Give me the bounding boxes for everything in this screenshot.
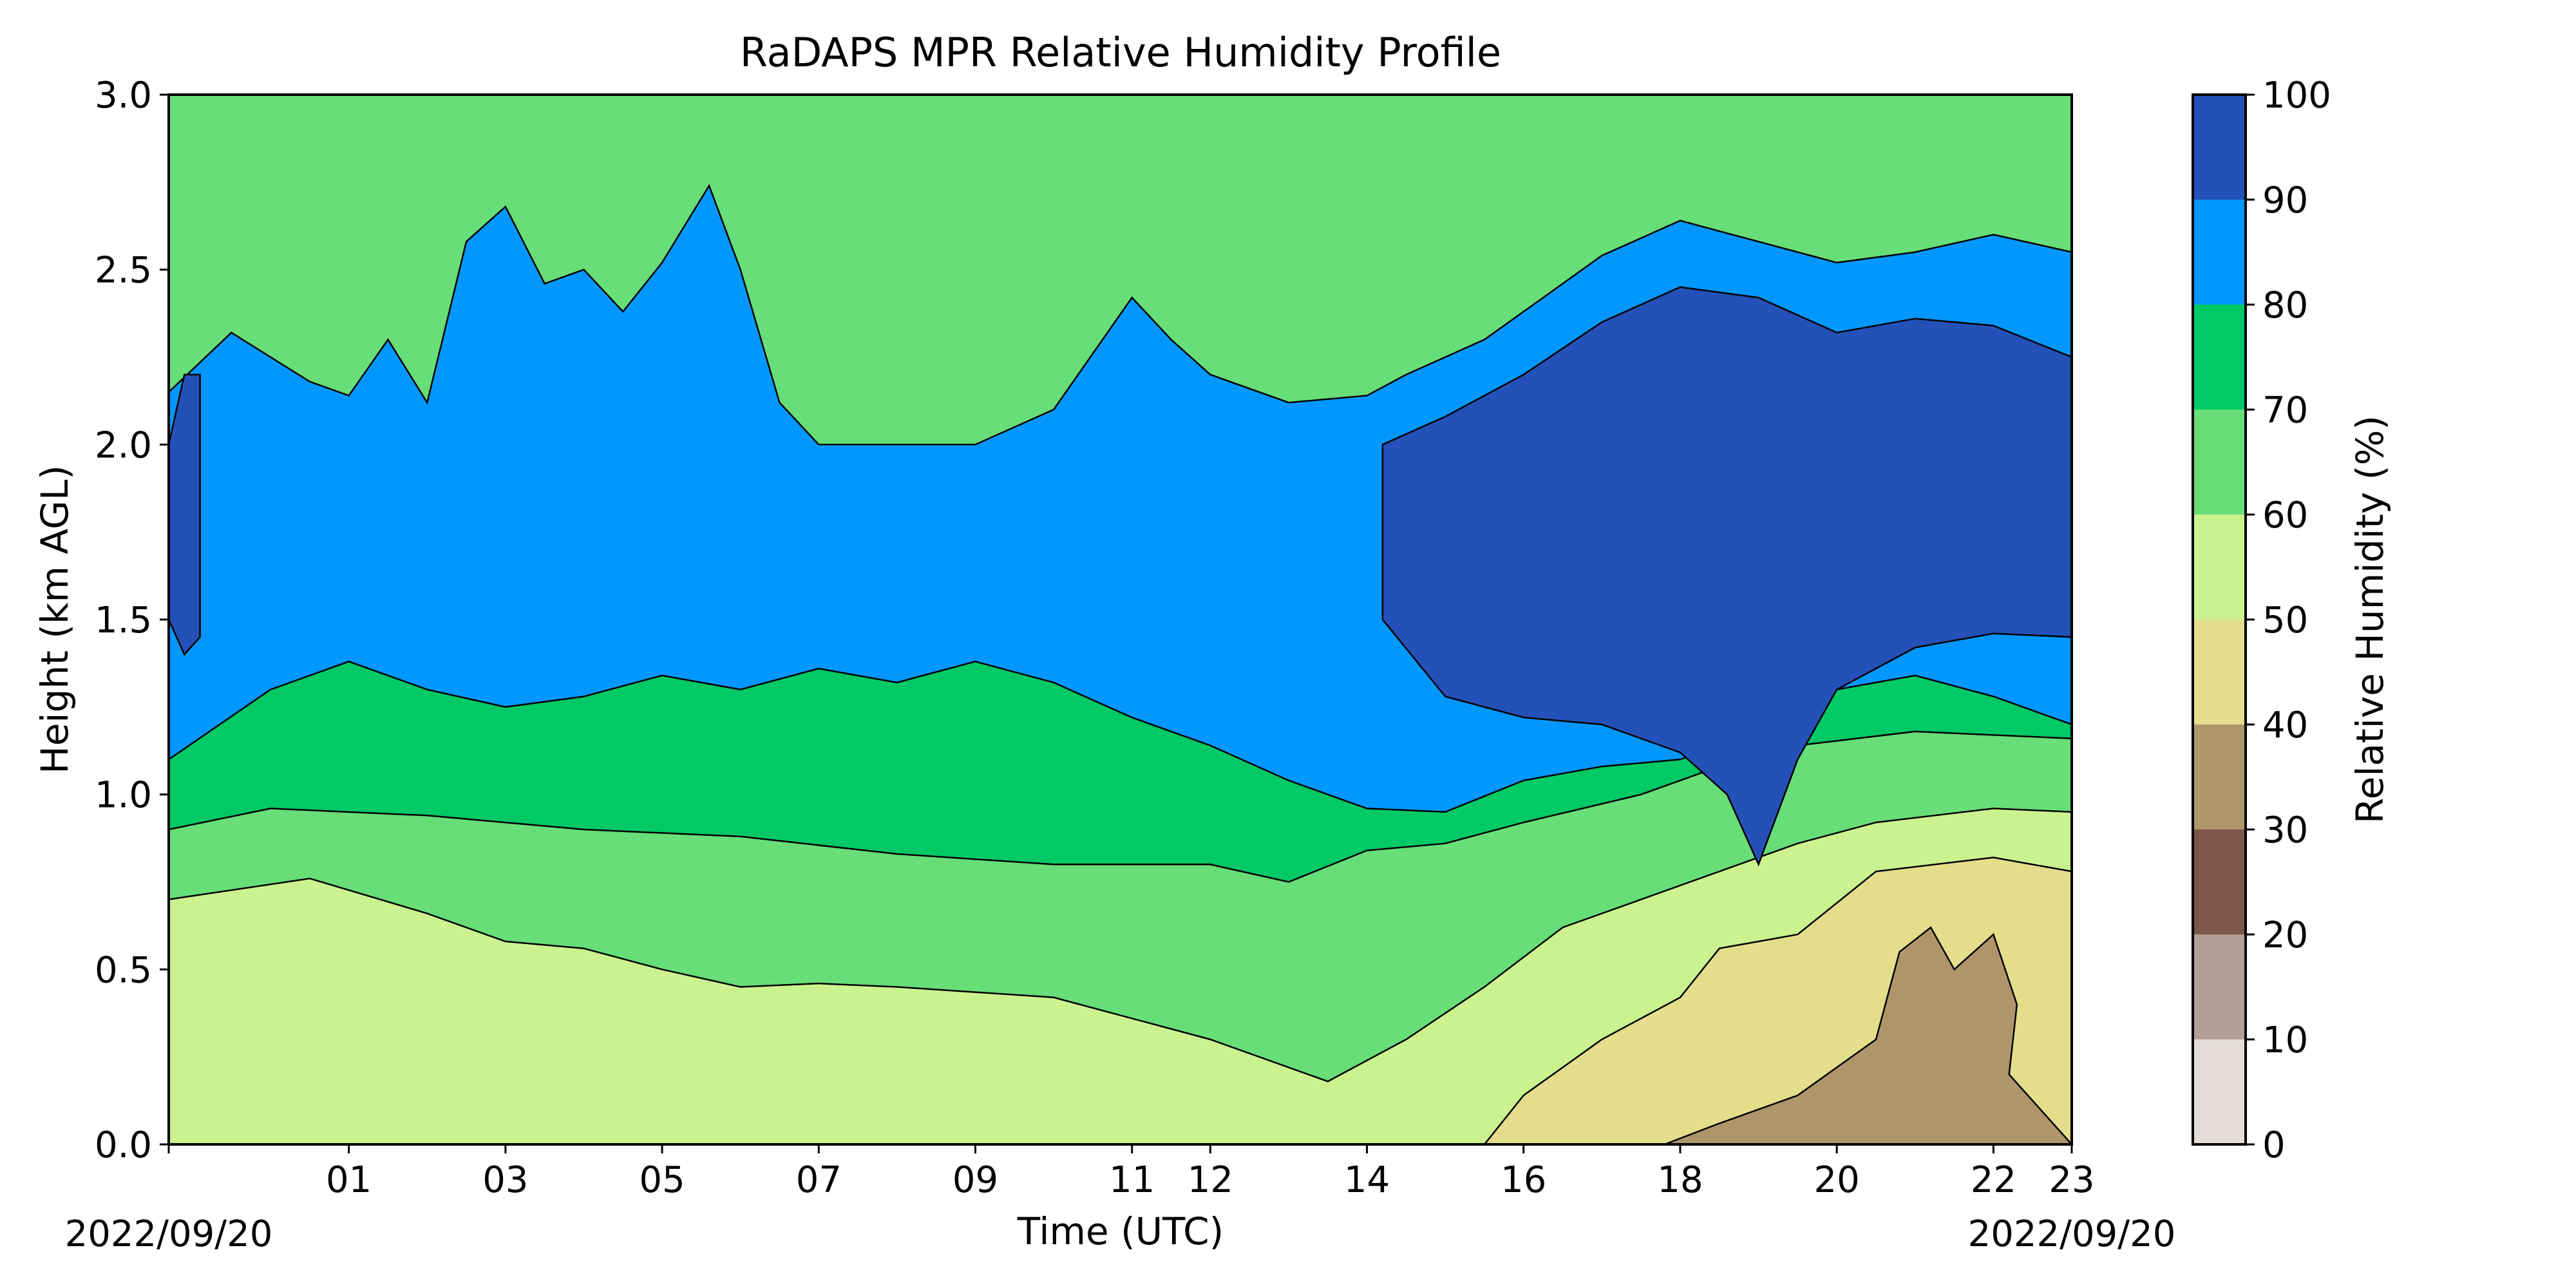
contour-bands: [169, 184, 2072, 1144]
x-tick-label: 14: [1344, 1159, 1390, 1201]
colorbar-tick-label: 30: [2262, 810, 2308, 851]
colorbar-tick-label: 40: [2262, 705, 2308, 746]
y-tick-label: 2.5: [95, 250, 152, 292]
x-tick-label: 05: [639, 1159, 685, 1201]
x-tick-label: 22: [1971, 1159, 2016, 1201]
colorbar-tick-label: 0: [2262, 1124, 2286, 1166]
contour-plot-area: [169, 95, 2072, 1144]
x-tick-label: 20: [1814, 1159, 1860, 1201]
colorbar-segment: [2193, 305, 2246, 410]
y-tick-label: 0.0: [95, 1124, 152, 1166]
colorbar-tick-label: 50: [2262, 600, 2308, 641]
colorbar-tick-label: 20: [2262, 914, 2308, 956]
colorbar-segment: [2193, 829, 2246, 934]
x-tick-label: 16: [1501, 1159, 1546, 1201]
contour-patch-100: [1381, 286, 2072, 867]
date-right: 2022/09/20: [1968, 1213, 2176, 1255]
colorbar-tick-label: 100: [2262, 75, 2331, 117]
y-axis-ticks: 0.0 0.5 1.0 1.5 2.0 2.5 3.0: [95, 75, 169, 1166]
x-tick-label: 23: [2049, 1159, 2094, 1201]
x-tick-label: 11: [1109, 1159, 1155, 1201]
y-tick-label: 2.0: [95, 424, 152, 466]
colorbar-segment: [2193, 620, 2246, 724]
colorbar-segment: [2193, 410, 2246, 515]
chart-title: RaDAPS MPR Relative Humidity Profile: [740, 29, 1501, 76]
colorbar-tick-label: 90: [2262, 180, 2308, 222]
x-tick-label: 03: [482, 1159, 528, 1201]
x-tick-label: 12: [1188, 1159, 1233, 1201]
x-tick-label: 07: [796, 1159, 842, 1201]
contour-patch-30: [1664, 926, 2072, 1144]
colorbar-tick-label: 80: [2262, 285, 2308, 327]
colorbar-segment: [2193, 724, 2246, 829]
x-axis-label: Time (UTC): [1017, 1209, 1224, 1253]
colorbar-tick-label: 10: [2262, 1019, 2308, 1061]
x-axis-ticks: 01 03 05 07 09 11 12 14 16 18 20 22 23: [167, 1144, 2095, 1201]
colorbar-segment: [2193, 934, 2246, 1039]
y-tick-label: 1.0: [95, 775, 152, 817]
y-tick-label: 3.0: [95, 75, 152, 117]
colorbar-tick-label: 60: [2262, 495, 2308, 536]
date-left: 2022/09/20: [65, 1213, 273, 1255]
colorbar-segment: [2193, 515, 2246, 620]
colorbar-ticks: 0 10 20 30 40 50 60 70 80 90 100: [2246, 75, 2331, 1166]
colorbar-segment: [2193, 1039, 2246, 1144]
x-tick-label: 18: [1657, 1159, 1703, 1201]
colorbar-segment: [2193, 95, 2246, 200]
y-tick-label: 0.5: [95, 949, 152, 991]
y-axis-label: Height (km AGL): [33, 465, 77, 774]
contour-patch-100: [169, 374, 201, 656]
x-tick-label: 09: [952, 1159, 998, 1201]
colorbar-label: Relative Humidity (%): [2348, 415, 2392, 824]
colorbar-tick-label: 70: [2262, 390, 2308, 431]
y-tick-label: 1.5: [95, 600, 152, 641]
colorbar: [2193, 95, 2246, 1144]
colorbar-segment: [2193, 200, 2246, 305]
x-tick-label: 01: [326, 1159, 372, 1201]
